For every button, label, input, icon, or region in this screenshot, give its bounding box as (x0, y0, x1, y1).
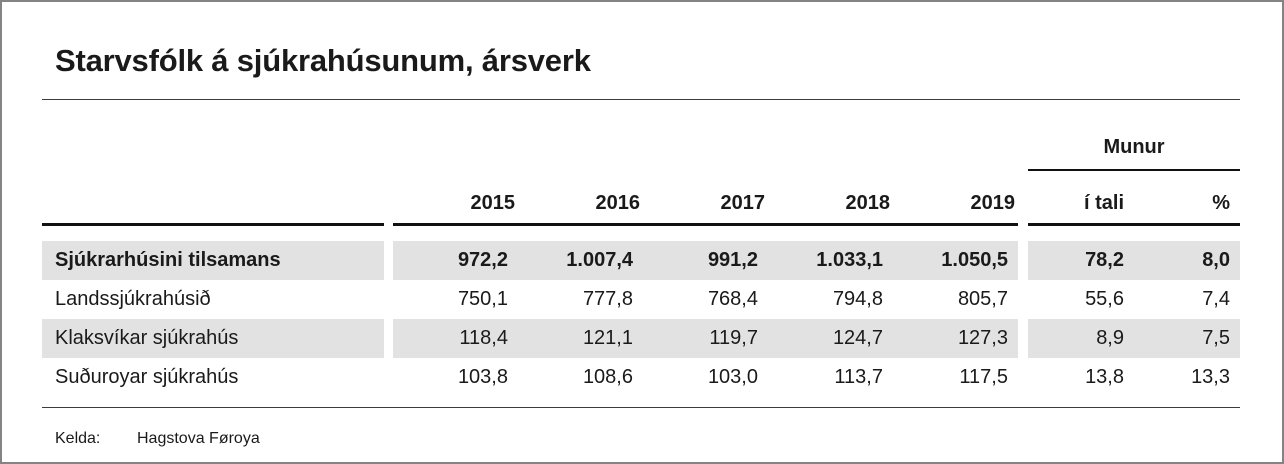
cell-value: 768,4 (707, 288, 758, 310)
cell-value: 108,6 (582, 366, 633, 388)
column-header-2015: 2015 (393, 170, 518, 226)
group-header-row: Munur (42, 111, 1240, 171)
source-label: Kelda: (55, 430, 101, 447)
column-gap (1018, 280, 1028, 319)
spacer-row (42, 225, 1240, 242)
row-label: Klaksvíkar sjúkrahús (42, 319, 384, 358)
table-row: Suðuroyar sjúkrahús 103,8 108,6 103,0 11… (42, 358, 1240, 397)
group-header-munur: Munur (1028, 111, 1240, 171)
cell-value: 805,7 (957, 288, 1008, 310)
column-header-2019: 2019 (893, 170, 1018, 226)
title-divider (42, 99, 1240, 100)
staff-table: Munur 2015 2016 2017 2018 2019 í tali % … (42, 111, 1240, 397)
cell-value: 113,7 (834, 366, 883, 388)
column-header-row: 2015 2016 2017 2018 2019 í tali % (42, 170, 1240, 226)
column-gap (1018, 170, 1028, 225)
cell-value: 121,1 (518, 319, 643, 358)
column-gap (1018, 241, 1028, 280)
cell-value: 55,6 (1085, 288, 1124, 310)
column-header-itali: í tali (1028, 170, 1134, 226)
cell-value: 7,5 (1134, 319, 1240, 358)
sheet-content: Starvsfólk á sjúkrahúsunum, ársverk Munu… (42, 44, 1240, 448)
cell-value: 794,8 (832, 288, 883, 310)
column-gap (384, 170, 393, 225)
cell-value: 972,2 (393, 241, 518, 280)
cell-value: 991,2 (643, 241, 768, 280)
table-row-total: Sjúkrarhúsini tilsamans 972,2 1.007,4 99… (42, 241, 1240, 280)
table-row: Klaksvíkar sjúkrahús 118,4 121,1 119,7 1… (42, 319, 1240, 358)
cell-value: 750,1 (457, 288, 508, 310)
spacer-cell (42, 111, 1028, 170)
column-gap (384, 358, 393, 397)
cell-value: 1.007,4 (518, 241, 643, 280)
column-header-percent: % (1134, 170, 1240, 226)
row-label: Suðuroyar sjúkrahús (55, 366, 239, 388)
cell-value: 8,9 (1028, 319, 1134, 358)
column-gap (1018, 358, 1028, 397)
column-header-2018: 2018 (768, 170, 893, 226)
cell-value: 118,4 (393, 319, 518, 358)
cell-value: 119,7 (643, 319, 768, 358)
cell-value: 124,7 (768, 319, 893, 358)
cell-value: 7,4 (1202, 288, 1230, 310)
cell-value: 78,2 (1028, 241, 1134, 280)
column-gap (384, 241, 393, 280)
cell-value: 8,0 (1134, 241, 1240, 280)
column-gap (384, 280, 393, 319)
row-label: Sjúkrarhúsini tilsamans (42, 241, 384, 280)
cell-value: 127,3 (893, 319, 1018, 358)
spacer-cell (42, 225, 1240, 242)
cell-value: 777,8 (582, 288, 633, 310)
column-header-2016: 2016 (518, 170, 643, 226)
cell-value: 13,3 (1191, 366, 1230, 388)
page-title: Starvsfólk á sjúkrahúsunum, ársverk (55, 43, 591, 78)
cell-value: 103,8 (457, 366, 508, 388)
column-gap (384, 319, 393, 358)
column-gap (1018, 319, 1028, 358)
footer-divider (42, 407, 1240, 408)
source-value: Hagstova Føroya (137, 430, 260, 447)
table-row: Landssjúkrahúsið 750,1 777,8 768,4 794,8… (42, 280, 1240, 319)
row-label: Landssjúkrahúsið (55, 288, 211, 310)
cell-value: 1.050,5 (893, 241, 1018, 280)
cell-value: 13,8 (1085, 366, 1124, 388)
cell-value: 103,0 (707, 366, 758, 388)
label-column-header (42, 170, 384, 226)
cell-value: 1.033,1 (768, 241, 893, 280)
source-line: Kelda: Hagstova Føroya (55, 430, 1240, 448)
cell-value: 117,5 (959, 366, 1008, 388)
column-header-2017: 2017 (643, 170, 768, 226)
